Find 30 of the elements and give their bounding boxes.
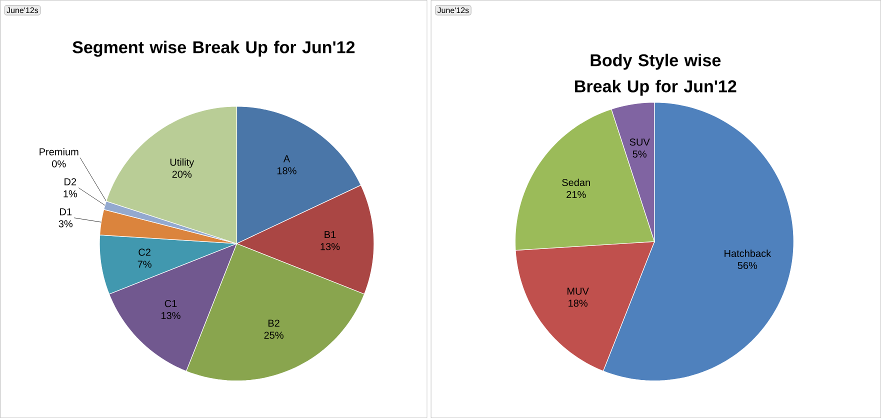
data-label: 21%: [566, 190, 586, 198]
slice-label: Utility: [170, 158, 194, 168]
data-label: 18%: [277, 167, 296, 174]
text: 0%: [52, 160, 66, 168]
data-label: 25%: [264, 332, 284, 339]
data-label: 5%: [632, 150, 647, 158]
data-label: 7%: [138, 260, 152, 268]
slice-label: D1: [60, 208, 72, 216]
data-label: 56%: [738, 262, 758, 269]
chart-title: Segment wise Break Up for Jun'12: [72, 40, 355, 57]
slice-label: C2: [138, 248, 150, 256]
slice-label: MUV: [568, 288, 589, 295]
data-label: 3%: [58, 220, 73, 228]
chart-title: Body Style wise Break Up for Jun'12: [575, 54, 736, 96]
text: June'12s: [437, 7, 469, 14]
data-label: 13%: [161, 312, 180, 320]
text: June'12s: [6, 7, 38, 14]
data-label: 20%: [172, 170, 192, 178]
slice-label: D2: [64, 178, 76, 186]
slice-label: SUV: [630, 138, 650, 146]
category-label: Premium: [40, 148, 78, 156]
slice-label: C1: [164, 300, 177, 308]
data-label: 18%: [568, 300, 588, 307]
slice-label: B1: [324, 231, 336, 238]
slice-label: Hatchback: [724, 250, 772, 257]
slice-label: Sedan: [562, 178, 590, 186]
data-label: 13%: [320, 243, 340, 250]
slice-label: B2: [268, 320, 280, 327]
data-label: 1%: [64, 190, 78, 198]
slice-label: A: [283, 155, 290, 162]
